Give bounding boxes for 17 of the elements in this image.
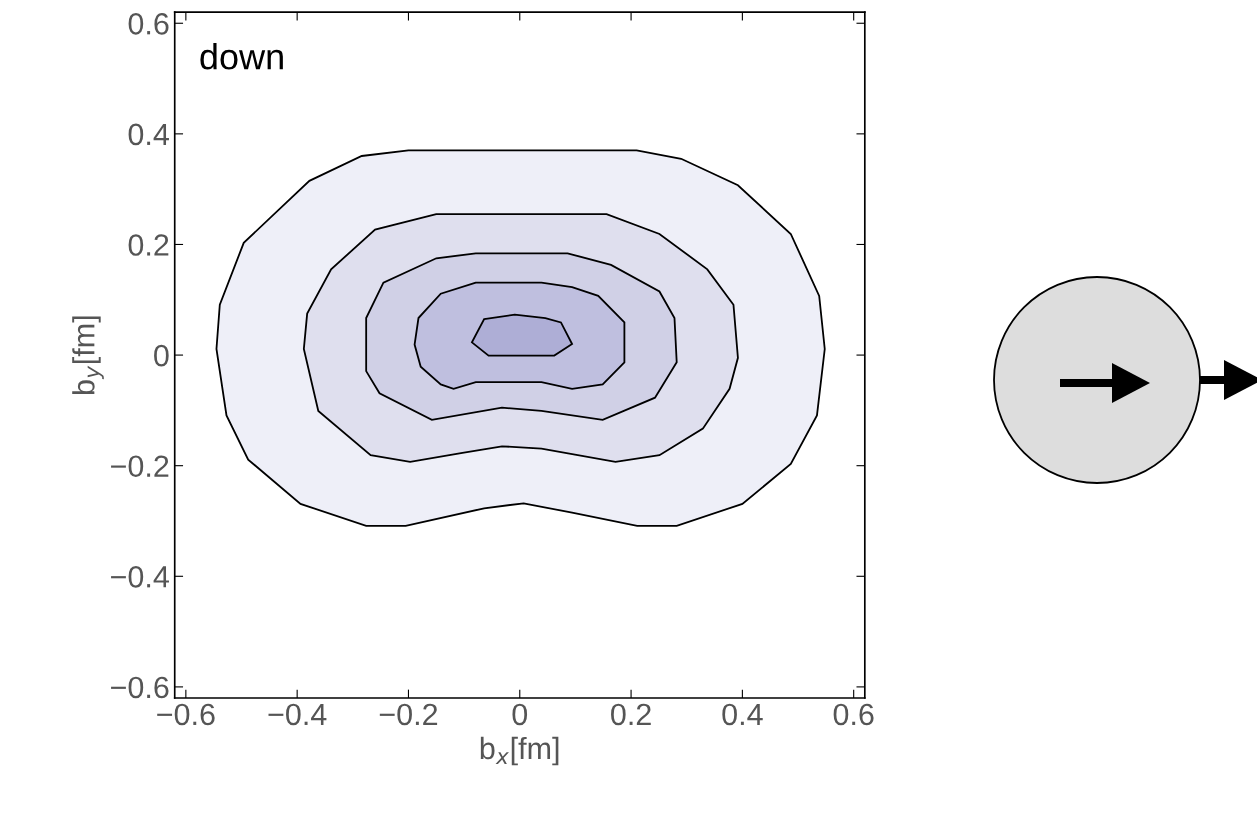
y-tick-label: 0 [154, 344, 169, 367]
annotation: down [200, 43, 283, 70]
x-tick-label: 0 [512, 703, 528, 726]
x-tick-label: −0.6 [157, 703, 215, 726]
y-tick-label: 0.4 [128, 123, 169, 146]
y-tick-label: 0.2 [128, 234, 169, 256]
y-tick-label: −0.2 [111, 455, 169, 478]
y-tick-label: 0.6 [128, 12, 169, 35]
x-axis-title: b$_{x}$[fm] [480, 736, 559, 766]
y-tick-label: −0.6 [111, 676, 169, 699]
y-tick-label: −0.4 [111, 566, 169, 588]
x-tick-label: 0.6 [833, 703, 874, 726]
x-tick-label: −0.4 [268, 703, 327, 726]
y-axis-title: b$_{y}$[fm] [72, 316, 104, 395]
x-tick-label: 0.2 [611, 703, 651, 726]
x-tick-label: 0.4 [722, 703, 763, 726]
x-tick-label: −0.2 [379, 703, 438, 726]
